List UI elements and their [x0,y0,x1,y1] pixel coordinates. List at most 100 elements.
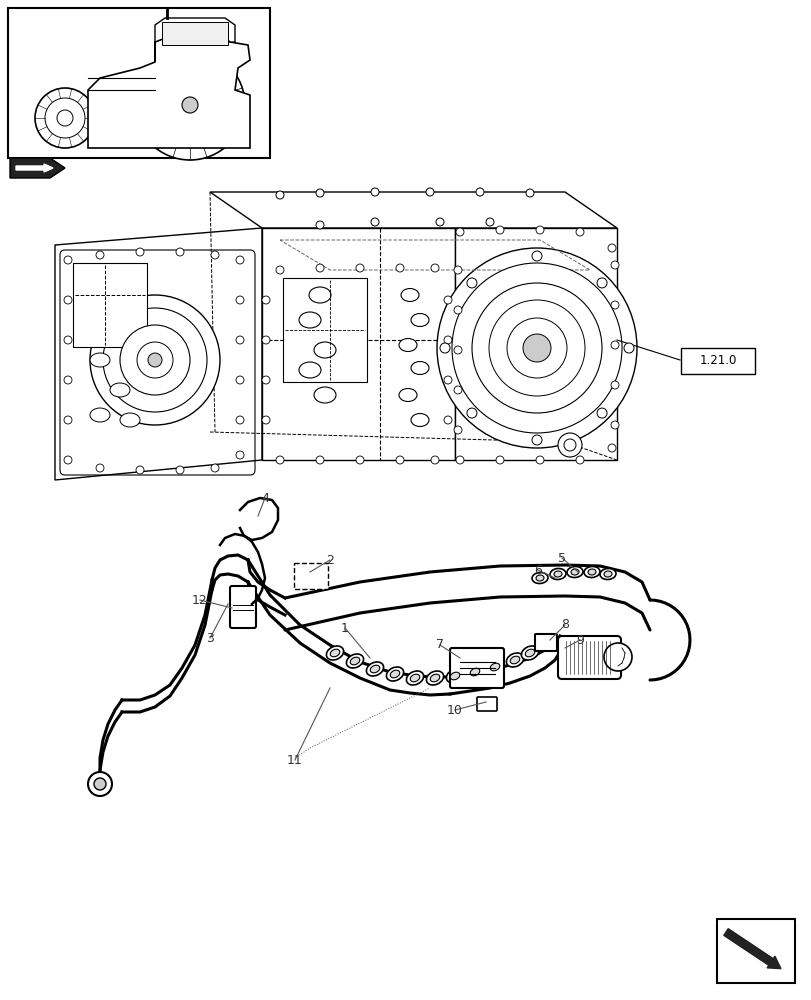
Circle shape [135,248,144,256]
Text: 1: 1 [341,621,349,635]
Circle shape [426,188,433,196]
Circle shape [444,296,452,304]
Ellipse shape [570,569,578,575]
Ellipse shape [426,671,443,685]
FancyArrow shape [723,929,780,969]
Polygon shape [210,192,616,228]
Circle shape [355,456,363,464]
Circle shape [64,336,72,344]
Circle shape [236,256,243,264]
FancyBboxPatch shape [716,919,794,983]
Circle shape [535,456,543,464]
Ellipse shape [309,287,331,303]
Circle shape [176,248,184,256]
Circle shape [135,50,245,160]
Circle shape [182,97,198,113]
Circle shape [262,376,270,384]
Circle shape [466,408,476,418]
Ellipse shape [549,568,565,580]
Polygon shape [55,228,262,480]
Ellipse shape [410,414,428,426]
Circle shape [496,456,504,464]
Circle shape [57,110,73,126]
Ellipse shape [466,665,483,679]
Circle shape [456,456,463,464]
Circle shape [35,88,95,148]
Ellipse shape [120,413,139,427]
Ellipse shape [298,362,320,378]
Circle shape [211,251,219,259]
Ellipse shape [521,646,538,660]
Circle shape [526,189,534,197]
Ellipse shape [583,566,599,578]
Ellipse shape [386,667,403,681]
Circle shape [452,263,621,433]
Polygon shape [88,32,250,148]
Circle shape [475,188,483,196]
Ellipse shape [390,670,399,678]
FancyBboxPatch shape [449,648,504,688]
Ellipse shape [587,569,595,575]
Circle shape [453,426,461,434]
Circle shape [453,346,461,354]
Circle shape [315,456,324,464]
Circle shape [506,318,566,378]
Circle shape [371,218,379,226]
Circle shape [355,264,363,272]
FancyBboxPatch shape [557,636,620,679]
Ellipse shape [314,342,336,358]
Circle shape [623,343,633,353]
Circle shape [236,296,243,304]
Circle shape [535,226,543,234]
Text: 8: 8 [560,618,569,632]
FancyBboxPatch shape [73,263,147,347]
Text: 10: 10 [447,704,462,716]
Circle shape [436,248,636,448]
Circle shape [103,308,207,412]
Ellipse shape [346,654,363,668]
Ellipse shape [398,338,417,352]
Ellipse shape [430,674,440,682]
Polygon shape [262,228,454,460]
Text: 9: 9 [575,634,583,647]
FancyBboxPatch shape [230,586,255,628]
Circle shape [396,456,404,464]
Circle shape [64,416,72,424]
FancyBboxPatch shape [680,348,754,374]
Polygon shape [10,158,65,178]
Text: 2: 2 [326,554,333,566]
FancyBboxPatch shape [294,563,328,589]
Ellipse shape [535,575,543,581]
Circle shape [96,251,104,259]
Ellipse shape [553,571,561,577]
Circle shape [557,433,581,457]
Circle shape [444,376,452,384]
Circle shape [236,376,243,384]
Circle shape [440,343,449,353]
Ellipse shape [566,566,582,578]
Ellipse shape [406,671,423,685]
Circle shape [262,416,270,424]
Circle shape [236,451,243,459]
Circle shape [64,296,72,304]
Ellipse shape [486,660,503,674]
Text: 4: 4 [261,491,268,504]
Ellipse shape [298,312,320,328]
Circle shape [488,300,584,396]
Circle shape [522,334,551,362]
Text: 12: 12 [192,593,208,606]
Ellipse shape [490,663,499,671]
Circle shape [120,325,190,395]
Circle shape [496,226,504,234]
Circle shape [135,466,144,474]
Circle shape [315,264,324,272]
Ellipse shape [350,657,359,665]
Circle shape [575,228,583,236]
Circle shape [96,464,104,472]
Circle shape [236,336,243,344]
Circle shape [64,376,72,384]
Circle shape [371,188,379,196]
Polygon shape [155,18,234,62]
Circle shape [610,261,618,269]
FancyBboxPatch shape [534,634,556,651]
